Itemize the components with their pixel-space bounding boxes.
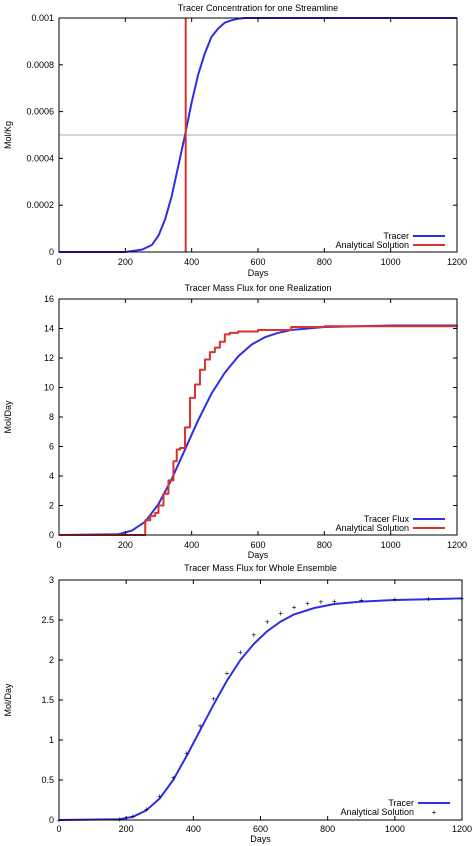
y-tick-label: 0	[49, 247, 54, 257]
y-tick-label: 0.0004	[26, 153, 54, 163]
y-tick-label: 2	[49, 655, 54, 665]
chart-title: Tracer Concentration for one Streamline	[178, 3, 338, 13]
data-point: +	[305, 599, 310, 608]
data-point: +	[265, 618, 270, 627]
x-tick-label: 1200	[447, 540, 467, 550]
x-axis-label: Days	[250, 834, 271, 844]
x-tick-label: 600	[250, 257, 265, 267]
legend-label: Analytical Solution	[335, 523, 409, 533]
y-tick-label: 6	[49, 442, 54, 452]
y-axis-label: Mol/Day	[3, 683, 13, 717]
x-tick-label: 1000	[381, 257, 401, 267]
data-point: +	[319, 598, 324, 607]
data-point: +	[278, 609, 283, 618]
x-axis-label: Days	[248, 268, 269, 278]
x-tick-label: 0	[56, 540, 61, 550]
chart-panel-1: Tracer Concentration for one Streamline 0…	[3, 3, 467, 278]
y-tick-label: 0.001	[31, 13, 54, 23]
y-tick-label: 10	[44, 383, 54, 393]
x-tick-label: 0	[56, 257, 61, 267]
x-tick-label: 200	[118, 540, 133, 550]
x-tick-label: 1000	[381, 540, 401, 550]
x-tick-label: 0	[56, 824, 61, 834]
y-tick-label: 0.0006	[26, 107, 54, 117]
data-point: +	[184, 749, 189, 758]
x-tick-label: 400	[186, 824, 201, 834]
y-tick-label: 3	[49, 575, 54, 585]
data-point: +	[157, 792, 162, 801]
x-tick-label: 600	[253, 824, 268, 834]
x-tick-label: 200	[118, 257, 133, 267]
y-tick-label: 16	[44, 294, 54, 304]
legend-label: Tracer	[388, 798, 414, 808]
data-point: +	[359, 596, 364, 605]
legend-swatch: +	[432, 808, 437, 817]
legend-label: Analytical Solution	[335, 240, 409, 250]
series-1	[58, 597, 463, 821]
chart-panel-2: Tracer Mass Flux for one Realization 0 200…	[3, 283, 467, 560]
x-tick-label: 1200	[452, 824, 472, 834]
chart-title: Tracer Mass Flux for one Realization	[185, 283, 332, 293]
y-axis-label: Mol/Day	[3, 400, 13, 434]
plot-frame	[58, 579, 463, 821]
x-tick-label: 1000	[385, 824, 405, 834]
series-2: ++++++++++++++++++++++	[57, 594, 465, 825]
x-tick-label: 200	[119, 824, 134, 834]
x-axis-label: Days	[248, 550, 269, 560]
y-tick-label: 4	[49, 471, 54, 481]
data-point: +	[392, 595, 397, 604]
series-1	[58, 324, 457, 536]
y-tick-label: 0.0008	[26, 60, 54, 70]
data-point: +	[211, 694, 216, 703]
data-point: +	[144, 805, 149, 814]
x-tick-label: 600	[250, 540, 265, 550]
data-point: +	[131, 812, 136, 821]
series-line	[59, 325, 458, 536]
data-point: +	[426, 594, 431, 603]
data-point: +	[251, 630, 256, 639]
y-tick-label: 12	[44, 353, 54, 363]
y-axis-label: Mol/Kg	[3, 121, 13, 149]
y-tick-label: 0.0002	[26, 200, 54, 210]
series-line	[58, 597, 463, 821]
x-tick-label: 800	[317, 257, 332, 267]
y-tick-label: 1	[49, 735, 54, 745]
x-tick-label: 800	[317, 540, 332, 550]
y-tick-label: 2.5	[41, 615, 54, 625]
chart-panel-3: Tracer Mass Flux for Whole Ensemble + + + + +…	[3, 563, 472, 844]
series-line	[58, 324, 457, 536]
y-tick-label: 2	[49, 501, 54, 511]
x-tick-label: 800	[320, 824, 335, 834]
y-tick-label: 0.5	[41, 775, 54, 785]
y-tick-label: 1.5	[41, 695, 54, 705]
x-tick-label: 400	[184, 540, 199, 550]
data-point: +	[198, 722, 203, 731]
data-point: +	[225, 669, 230, 678]
x-tick-label: 1200	[447, 257, 467, 267]
data-point: +	[292, 603, 297, 612]
data-point: +	[332, 597, 337, 606]
series-2	[59, 325, 458, 536]
legend-label: Analytical Solution	[340, 807, 414, 817]
y-tick-label: 0	[49, 530, 54, 540]
legend-label: Tracer Flux	[364, 514, 410, 524]
data-point: +	[238, 648, 243, 657]
data-point: +	[171, 774, 176, 783]
y-tick-label: 8	[49, 412, 54, 422]
plot-frame	[58, 298, 458, 536]
x-tick-label: 400	[184, 257, 199, 267]
chart-title: Tracer Mass Flux for Whole Ensemble	[184, 563, 337, 573]
y-tick-label: 0	[49, 815, 54, 825]
y-tick-label: 14	[44, 324, 54, 334]
legend-label: Tracer	[383, 231, 409, 241]
